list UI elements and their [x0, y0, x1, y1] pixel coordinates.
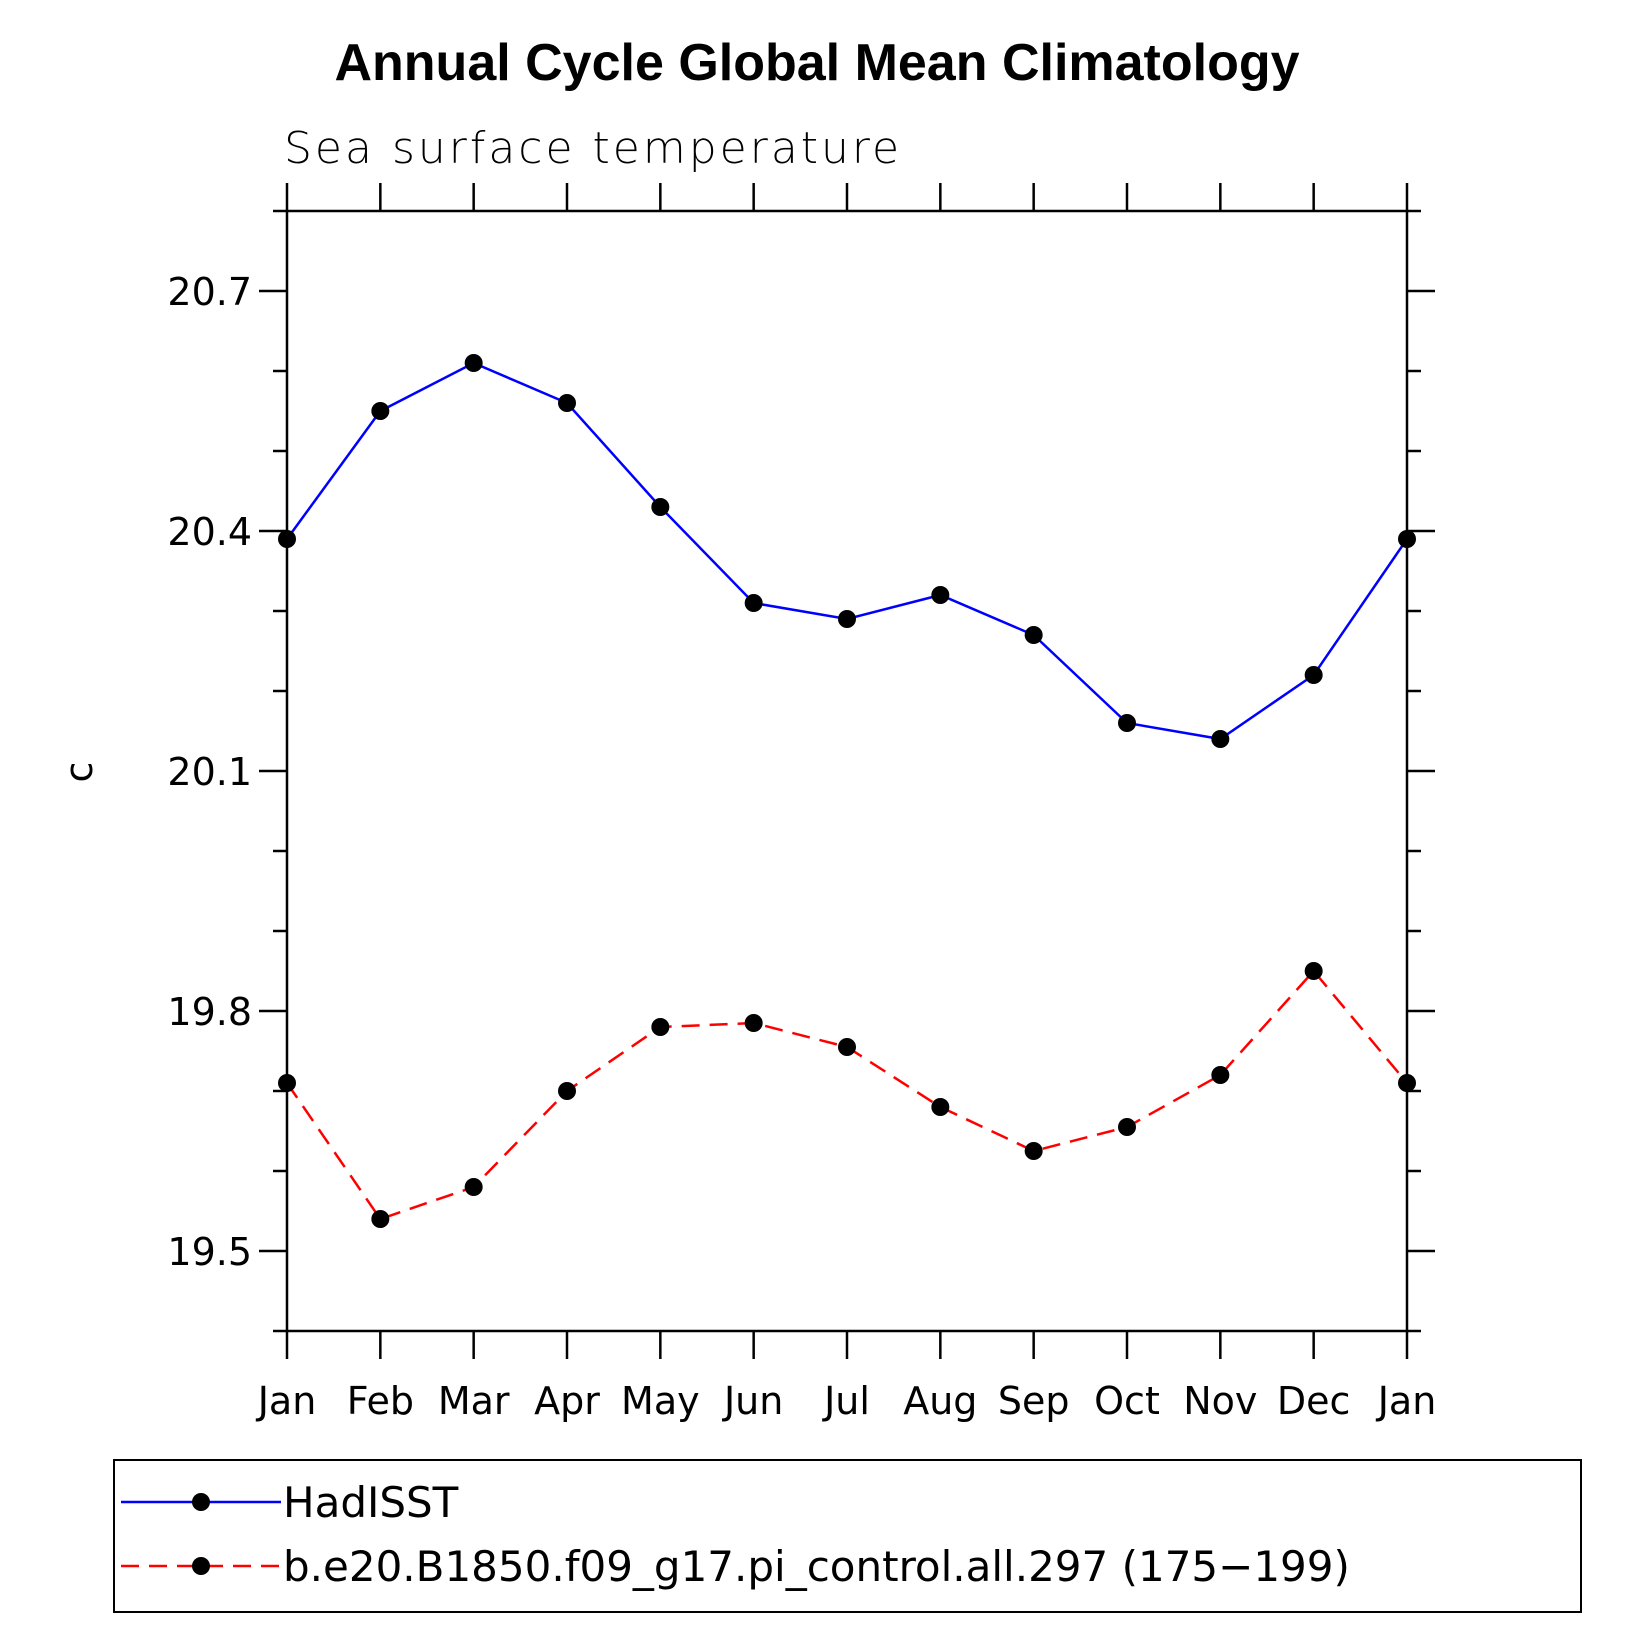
- series-2-point: [1304, 962, 1323, 980]
- series-1-point: [838, 610, 856, 628]
- legend-box: [113, 1459, 1582, 1613]
- series-2-point: [464, 1178, 483, 1196]
- x-tick-label: Jun: [722, 1379, 783, 1423]
- legend-label-1: HadISST: [283, 1478, 459, 1527]
- series-1-point: [1304, 666, 1323, 684]
- series-1-point: [464, 354, 483, 372]
- x-tick-label: Aug: [903, 1379, 977, 1423]
- x-tick-label: Mar: [438, 1379, 510, 1423]
- legend-label-2: b.e20.B1850.f09_g17.pi_control.all.297 (…: [283, 1542, 1350, 1591]
- x-tick-label: Apr: [534, 1379, 600, 1423]
- x-tick-label: Jul: [822, 1379, 870, 1423]
- x-tick-label: May: [621, 1379, 700, 1423]
- series-lines: [285, 361, 1409, 1221]
- series-1-point: [1024, 626, 1043, 644]
- series-line-1: [285, 361, 1409, 741]
- x-tick-label: Jan: [256, 1379, 317, 1423]
- plot-frame: [285, 209, 1409, 1333]
- series-2-point: [838, 1038, 856, 1056]
- x-tick-label: Sep: [998, 1379, 1070, 1423]
- series-1-point: [1211, 730, 1230, 748]
- series-2-point: [1024, 1142, 1043, 1160]
- y-axis-label: c: [57, 762, 101, 783]
- x-tick-label: Nov: [1183, 1379, 1257, 1423]
- series-2-point: [371, 1210, 390, 1228]
- x-tick-labels: Jan Feb Mar Apr May Jun Jul Aug Sep Oct Nov Dec Jan: [256, 1379, 1437, 1423]
- series-1-point: [931, 586, 950, 604]
- y-tick-label: 19.8: [167, 990, 252, 1034]
- y-tick-label: 19.5: [167, 1230, 252, 1274]
- series-markers: [278, 354, 1416, 1228]
- x-tick-label: Feb: [347, 1379, 414, 1423]
- x-tick-label: Dec: [1277, 1379, 1351, 1423]
- x-tick-label: Jan: [1376, 1379, 1437, 1423]
- y-tick-labels: 20.7 20.4 20.1 19.8 19.5: [167, 270, 252, 1274]
- legend: HadISST b.e20.B1850.f09_g17.pi_control.al…: [113, 1459, 1582, 1613]
- y-tick-label: 20.7: [167, 270, 252, 314]
- legend-marker-2: [192, 1557, 210, 1575]
- y-tick-label: 20.4: [167, 510, 252, 554]
- series-1-point: [651, 498, 670, 516]
- legend-marker-1: [192, 1493, 210, 1511]
- series-1-point: [1118, 714, 1136, 732]
- x-tick-label: Oct: [1094, 1379, 1160, 1423]
- series-line-2: [285, 969, 1408, 1221]
- chart-subtitle: Sea surface temperature: [284, 123, 902, 174]
- series-1-point: [558, 394, 576, 412]
- chart-title: Annual Cycle Global Mean Climatology: [334, 34, 1299, 92]
- series-2-point: [1118, 1118, 1136, 1136]
- series-2-point: [744, 1014, 763, 1032]
- series-2-point: [558, 1082, 576, 1100]
- series-2-point: [651, 1018, 670, 1036]
- series-1-point: [371, 402, 390, 420]
- series-2-point: [1211, 1066, 1230, 1084]
- y-tick-label: 20.1: [167, 750, 252, 794]
- series-2-point: [931, 1098, 950, 1116]
- axis-ticks: [259, 183, 1435, 1359]
- series-1-point: [744, 594, 763, 612]
